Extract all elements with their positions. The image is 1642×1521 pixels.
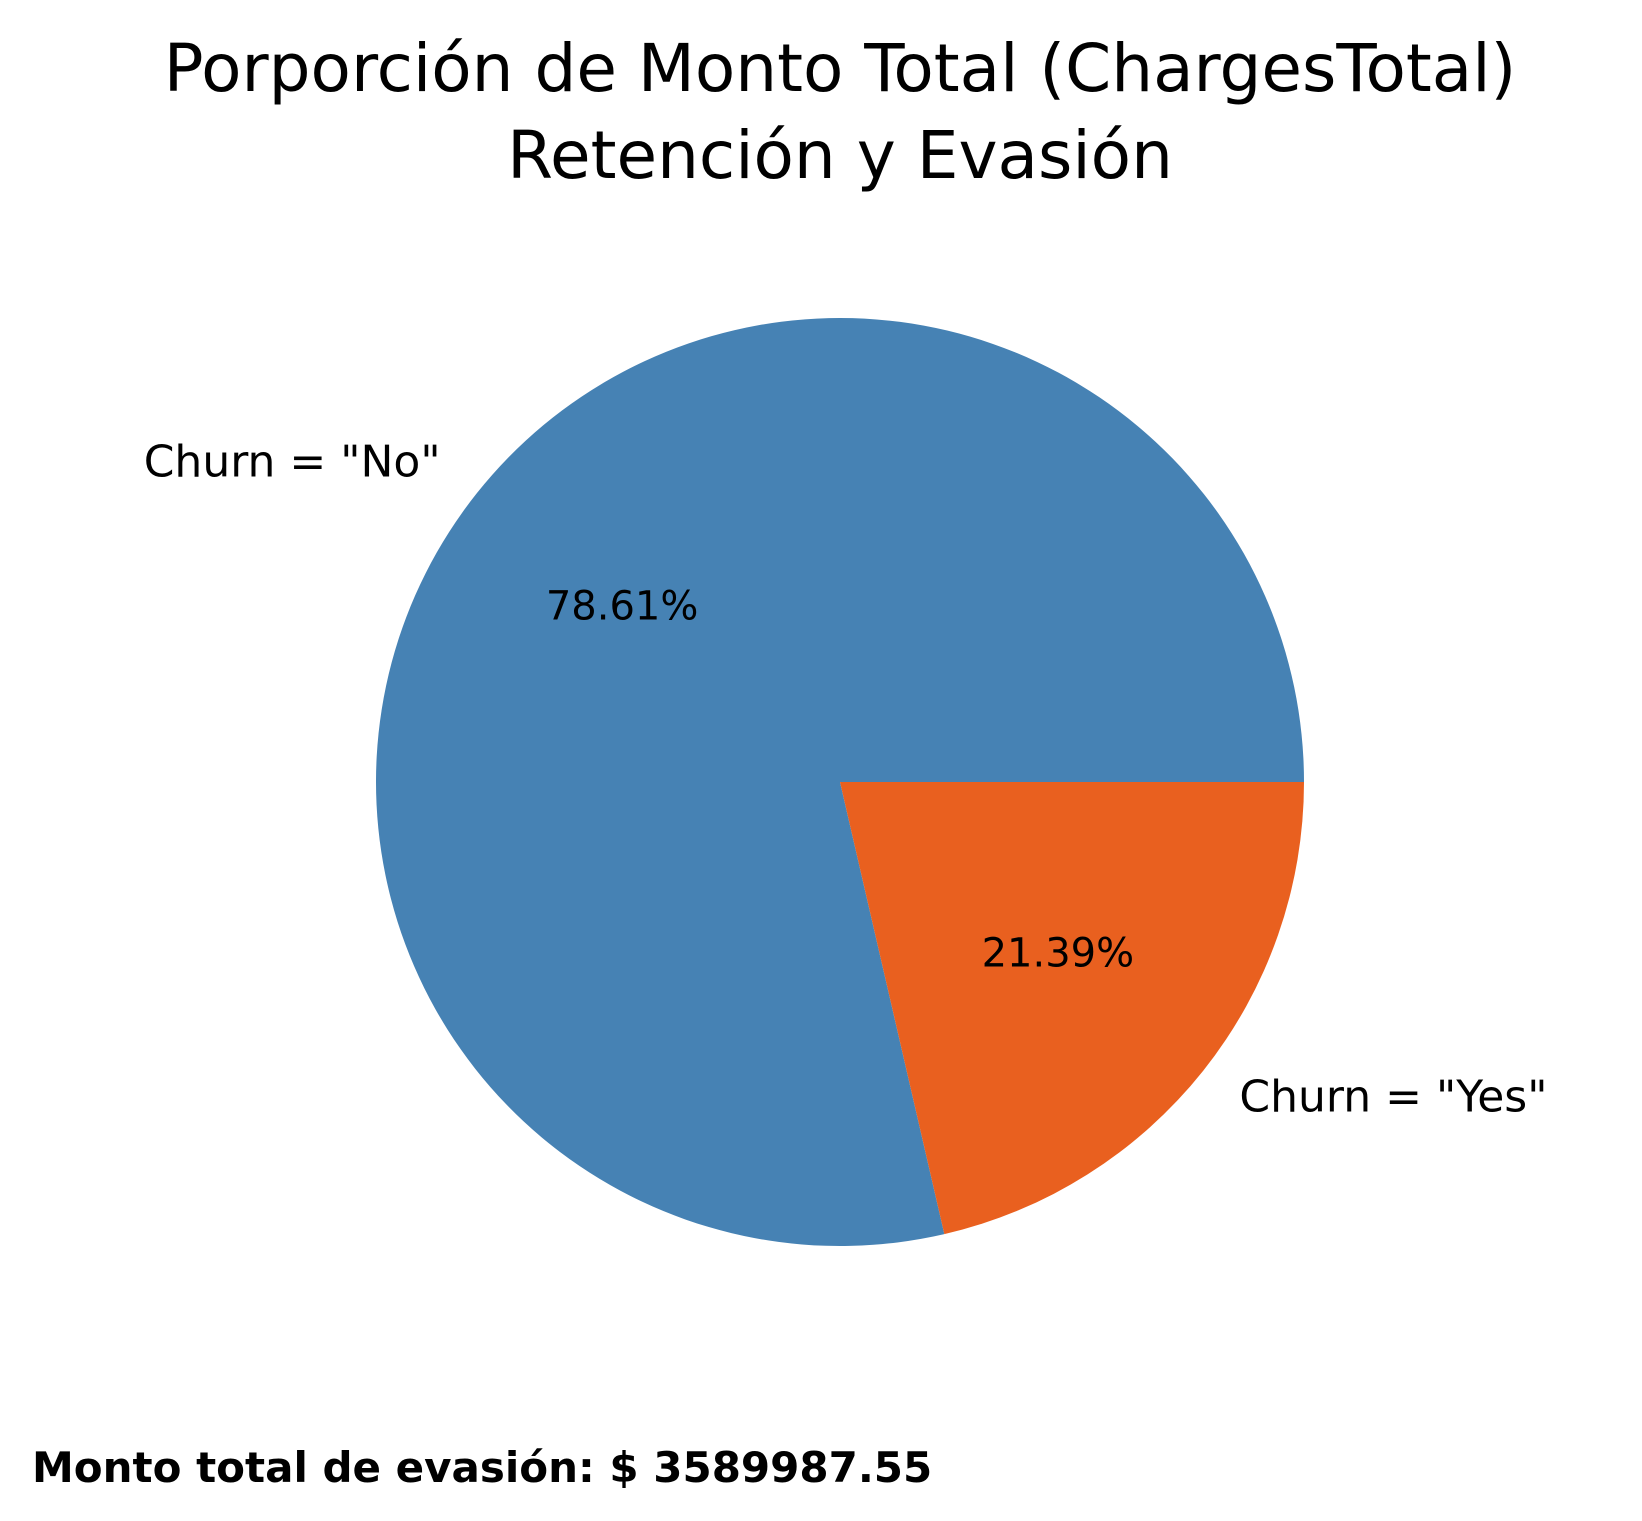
total-churn-amount-note: Monto total de evasión: $ 3589987.55 [32, 1443, 932, 1492]
slice-category-label-1: Churn = "Yes" [1239, 1072, 1547, 1123]
pie-slice-1 [840, 782, 1304, 1235]
slice-category-label-0: Churn = "No" [144, 436, 441, 487]
slice-percentage-label-1: 21.39% [982, 930, 1135, 976]
chart-title-line-2: Retención y Evasión [507, 117, 1173, 194]
pie-slices [375, 318, 1304, 1246]
slice-percentage-label-0: 78.61% [546, 584, 699, 630]
pie-labels: Churn = "No" 78.61% Churn = "Yes" 21.39% [144, 436, 1548, 1122]
chart-title-line-1: Porporción de Monto Total (ChargesTotal) [164, 30, 1517, 107]
